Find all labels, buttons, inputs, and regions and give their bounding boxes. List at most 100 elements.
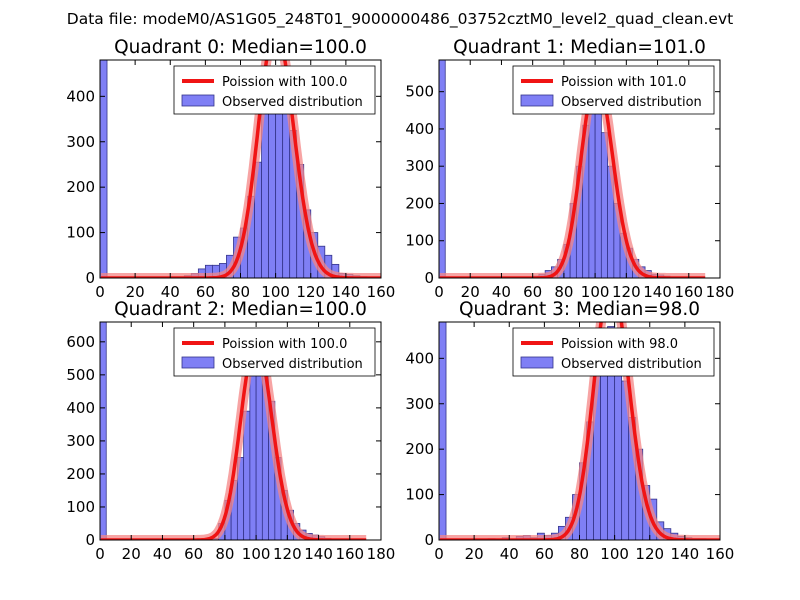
x-tick-label: 20 — [461, 283, 480, 301]
panel-title: Quadrant 1: Median=101.0 — [453, 37, 706, 58]
x-tick-label: 140 — [671, 545, 700, 563]
y-tick-label: 300 — [66, 133, 95, 151]
poisson-fit — [439, 322, 720, 540]
legend-curve-label: Poission with 100.0 — [222, 75, 347, 90]
y-tick-label: 0 — [85, 269, 95, 287]
legend-bar-label: Observed distribution — [222, 357, 363, 372]
y-tick-label: 100 — [66, 224, 95, 242]
legend-curve-label: Poission with 98.0 — [561, 337, 678, 352]
axes-frame — [438, 59, 721, 279]
legend-bar-swatch — [181, 356, 215, 369]
x-tick-label: 120 — [635, 545, 664, 563]
x-tick-label: 120 — [612, 283, 641, 301]
legend: Poission with 101.0 Observed distribution — [512, 65, 715, 115]
x-tick-label: 160 — [367, 283, 396, 301]
x-tick-label: 140 — [643, 283, 672, 301]
y-tick-label: 300 — [66, 432, 95, 450]
x-tick-label: 20 — [465, 545, 484, 563]
panel-title: Quadrant 3: Median=98.0 — [459, 299, 700, 320]
x-tick-label: 180 — [367, 545, 396, 563]
y-tick-label: 100 — [405, 486, 434, 504]
legend-bar-label: Observed distribution — [222, 95, 363, 110]
legend-curve-label: Poission with 101.0 — [561, 75, 686, 90]
y-tick-label: 200 — [66, 465, 95, 483]
x-tick-label: 0 — [95, 545, 105, 563]
x-tick-label: 80 — [554, 283, 573, 301]
y-tick-label: 300 — [405, 157, 434, 175]
panel-title: Quadrant 2: Median=100.0 — [114, 299, 367, 320]
panel-title: Quadrant 0: Median=100.0 — [114, 37, 367, 58]
y-tick-label: 600 — [66, 333, 95, 351]
y-tick-label: 0 — [424, 531, 434, 549]
x-tick-label: 180 — [706, 283, 735, 301]
legend: Poission with 100.0 Observed distribution — [173, 327, 376, 377]
histogram-bar — [243, 410, 251, 540]
histogram-bar — [600, 132, 608, 278]
x-tick-label: 60 — [523, 283, 542, 301]
x-tick-label: 60 — [196, 283, 215, 301]
y-tick-label: 400 — [405, 349, 434, 367]
poisson-curve — [439, 322, 720, 540]
x-tick-label: 160 — [674, 283, 703, 301]
y-tick-label: 100 — [66, 498, 95, 516]
legend-bar-label: Observed distribution — [561, 95, 702, 110]
x-tick-label: 100 — [242, 545, 271, 563]
poisson-curve — [100, 60, 381, 278]
x-tick-label: 80 — [215, 545, 234, 563]
x-tick-label: 0 — [95, 283, 105, 301]
quadrant-1-panel: Quadrant 1: Median=101.00 20 40 60 80 100 120 1… — [405, 37, 734, 301]
x-tick-label: 140 — [332, 283, 361, 301]
x-tick-label: 0 — [434, 283, 444, 301]
histogram-bar — [439, 60, 446, 278]
x-tick-label: 160 — [706, 545, 735, 563]
histogram-bar — [439, 322, 447, 540]
y-tick-label: 0 — [85, 531, 95, 549]
x-tick-label: 20 — [122, 545, 141, 563]
x-tick-label: 160 — [335, 545, 364, 563]
x-tick-label: 40 — [500, 545, 519, 563]
y-tick-label: 200 — [66, 178, 95, 196]
legend: Poission with 100.0 Observed distribution — [173, 65, 376, 115]
x-tick-label: 40 — [492, 283, 511, 301]
figure-title: Data file: modeM0/AS1G05_248T01_90000004… — [67, 10, 733, 29]
y-tick-label: 200 — [405, 440, 434, 458]
histogram-bar — [268, 86, 277, 278]
x-tick-label: 0 — [434, 545, 444, 563]
quadrant-0-panel: Quadrant 0: Median=100.0 0 20 40 60 80 100 120 1… — [66, 37, 396, 301]
poisson-curve-halo — [439, 322, 720, 540]
quadrant-2-panel: Quadrant 2: Median=100.00 20 40 60 80 100 120 1… — [66, 299, 395, 563]
x-tick-label: 100 — [581, 283, 610, 301]
y-tick-label: 400 — [405, 120, 434, 138]
x-tick-label: 80 — [231, 283, 250, 301]
y-tick-label: 500 — [66, 366, 95, 384]
legend-bar-swatch — [520, 356, 554, 369]
x-tick-label: 40 — [153, 545, 172, 563]
legend-bar-label: Observed distribution — [561, 357, 702, 372]
x-tick-label: 20 — [126, 283, 145, 301]
axes-frame — [99, 321, 382, 541]
y-tick-label: 500 — [405, 83, 434, 101]
x-tick-label: 100 — [261, 283, 290, 301]
x-tick-label: 40 — [161, 283, 180, 301]
y-tick-label: 100 — [405, 232, 434, 250]
x-tick-label: 60 — [184, 545, 203, 563]
histogram-bar — [249, 367, 257, 540]
x-tick-label: 120 — [296, 283, 325, 301]
y-tick-label: 400 — [66, 399, 95, 417]
poisson-fit — [100, 60, 381, 278]
legend-curve-label: Poission with 100.0 — [222, 337, 347, 352]
y-tick-label: 0 — [424, 269, 434, 287]
x-tick-label: 100 — [600, 545, 629, 563]
quadrant-3-panel: Quadrant 3: Median=98.0 0 20 40 60 80 100 120 14… — [405, 299, 735, 563]
x-tick-label: 60 — [535, 545, 554, 563]
legend: Poission with 98.0 Observed distribution — [512, 327, 715, 377]
y-tick-label: 300 — [405, 395, 434, 413]
x-tick-label: 140 — [304, 545, 333, 563]
histogram-bar — [100, 60, 108, 278]
y-tick-label: 400 — [66, 87, 95, 105]
legend-bar-swatch — [520, 94, 554, 107]
legend-bar-swatch — [181, 94, 215, 107]
histogram-bar — [100, 322, 107, 540]
x-tick-label: 120 — [273, 545, 302, 563]
